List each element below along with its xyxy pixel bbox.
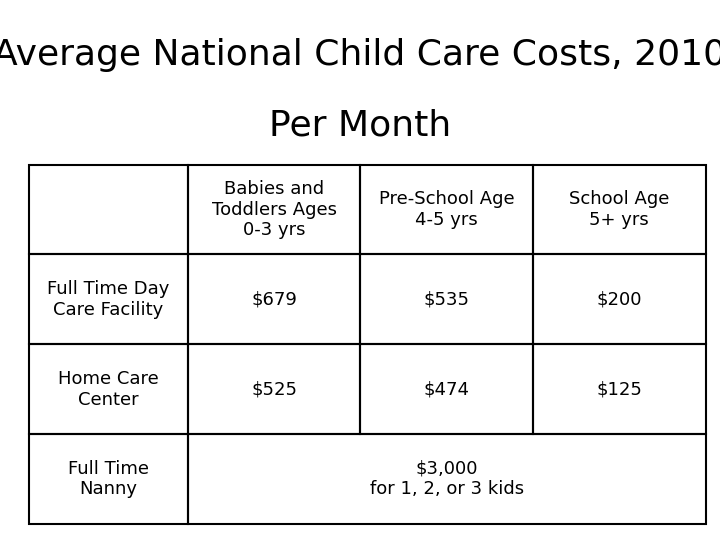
Text: $679: $679 [251,291,297,308]
Text: Full Time
Nanny: Full Time Nanny [68,460,149,498]
Text: Babies and
Toddlers Ages
0-3 yrs: Babies and Toddlers Ages 0-3 yrs [212,180,337,239]
Bar [361,345,533,434]
Bar [361,165,533,254]
Text: Home Care
Center: Home Care Center [58,370,158,409]
Bar [533,254,706,345]
Bar [188,434,706,524]
Bar [361,254,533,345]
Text: $474: $474 [424,380,469,398]
Text: $525: $525 [251,380,297,398]
Text: Average National Child Care Costs, 2010: Average National Child Care Costs, 2010 [0,38,720,72]
Bar [188,165,361,254]
Text: School Age
5+ yrs: School Age 5+ yrs [569,190,670,229]
Bar [29,254,188,345]
Bar [29,434,188,524]
Text: $125: $125 [596,380,642,398]
Text: $535: $535 [424,291,469,308]
Bar [29,345,188,434]
Bar [188,345,361,434]
Bar [533,345,706,434]
Bar [188,254,361,345]
Text: $3,000
for 1, 2, or 3 kids: $3,000 for 1, 2, or 3 kids [369,460,523,498]
Text: Pre-School Age
4-5 yrs: Pre-School Age 4-5 yrs [379,190,515,229]
Text: $200: $200 [597,291,642,308]
Bar [29,165,188,254]
Text: Full Time Day
Care Facility: Full Time Day Care Facility [47,280,169,319]
Text: Per Month: Per Month [269,108,451,142]
Bar [533,165,706,254]
